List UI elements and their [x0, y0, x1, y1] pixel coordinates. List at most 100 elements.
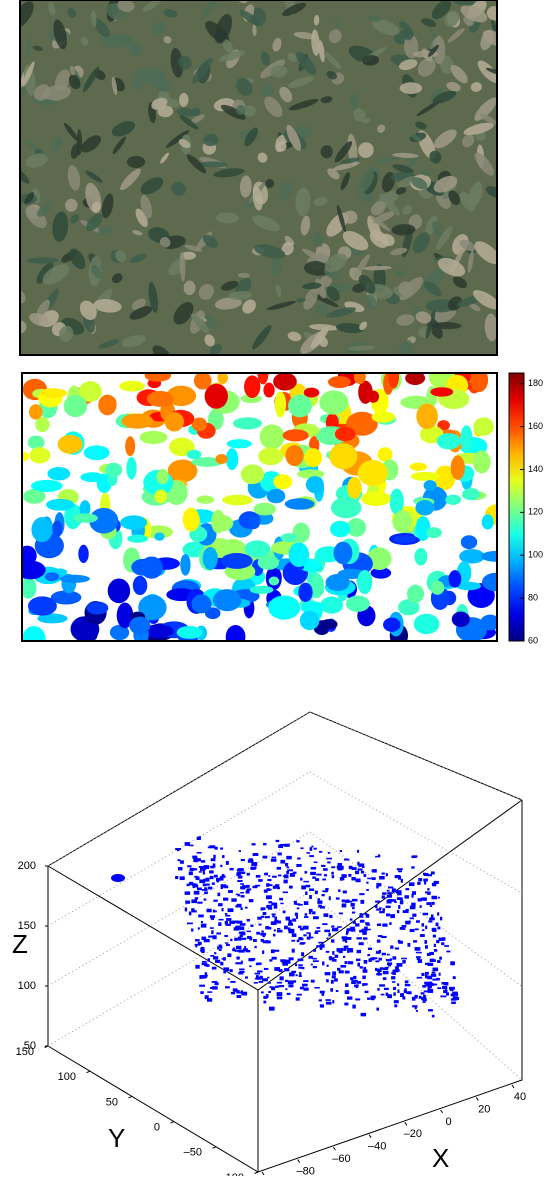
point	[210, 876, 214, 879]
point	[427, 888, 429, 890]
point	[436, 923, 439, 927]
point	[204, 899, 207, 901]
depth-blob	[414, 548, 427, 566]
point	[239, 850, 241, 852]
point	[231, 898, 236, 901]
point	[269, 1007, 275, 1011]
point	[431, 871, 435, 874]
point	[434, 944, 436, 947]
point	[322, 890, 328, 892]
point	[219, 919, 224, 921]
point	[199, 975, 202, 979]
depth-map	[8, 360, 510, 651]
point	[261, 991, 264, 993]
point	[361, 871, 364, 874]
colorbar-tick-label: 80	[528, 592, 538, 602]
point	[202, 937, 207, 940]
point	[421, 992, 425, 994]
point	[379, 911, 385, 913]
point	[236, 946, 241, 950]
point	[197, 858, 201, 861]
point	[223, 967, 229, 971]
point	[267, 905, 272, 907]
point	[383, 977, 387, 980]
point	[238, 950, 243, 953]
point	[416, 920, 420, 923]
depth-blob	[328, 376, 351, 388]
point	[362, 976, 365, 980]
point	[415, 947, 421, 951]
point	[284, 874, 288, 878]
point	[289, 886, 293, 889]
depth-blob	[84, 445, 110, 460]
point	[384, 988, 389, 990]
depth-blob	[31, 480, 63, 492]
point	[336, 897, 340, 899]
point	[361, 1013, 367, 1016]
point	[245, 907, 248, 909]
point	[283, 891, 288, 893]
point	[210, 927, 214, 929]
point	[326, 979, 329, 982]
point	[334, 978, 338, 981]
point	[400, 901, 404, 905]
point	[240, 923, 246, 926]
depth-blob	[215, 454, 227, 464]
point	[313, 966, 317, 968]
depth-blob	[393, 510, 413, 533]
point	[351, 877, 355, 880]
point	[420, 934, 425, 937]
yticks-label: –50	[184, 1147, 202, 1159]
point	[269, 986, 273, 988]
point	[212, 882, 215, 884]
depth-blob	[320, 619, 337, 629]
point	[260, 976, 263, 979]
point	[192, 856, 197, 859]
figure: Z Y X 608010012014016018050100150200–100…	[0, 0, 557, 1176]
point	[424, 982, 429, 985]
point	[377, 988, 379, 991]
yticks-label: 100	[58, 1071, 76, 1083]
point	[255, 973, 261, 975]
point	[300, 878, 302, 881]
depth-blob	[29, 404, 43, 419]
colorbar	[509, 373, 524, 641]
point	[378, 935, 383, 937]
point	[379, 984, 385, 986]
point	[205, 995, 209, 999]
depth-blob	[361, 491, 391, 506]
point	[300, 987, 304, 990]
depth-blob	[473, 417, 493, 435]
point	[206, 964, 209, 967]
point	[241, 908, 243, 911]
axes-box	[48, 712, 522, 1172]
point	[247, 873, 250, 876]
point	[268, 901, 272, 903]
point	[431, 896, 437, 900]
point	[185, 891, 190, 894]
point	[417, 958, 420, 960]
point	[211, 930, 213, 934]
depth-blob	[31, 517, 52, 542]
point	[412, 914, 416, 917]
point	[417, 882, 420, 885]
point	[368, 958, 371, 962]
point	[434, 881, 439, 884]
depth-blob	[481, 551, 510, 562]
point	[215, 960, 220, 963]
point	[297, 994, 302, 996]
point	[391, 972, 395, 974]
point	[298, 926, 301, 929]
depth-blob	[40, 388, 67, 398]
point	[396, 891, 399, 894]
point	[313, 960, 319, 962]
point	[329, 915, 332, 918]
point	[395, 947, 399, 949]
point	[212, 981, 218, 983]
depth-blob	[254, 503, 276, 516]
point	[197, 852, 202, 854]
point	[355, 923, 359, 926]
point	[387, 892, 392, 894]
xticks-tick	[298, 1160, 300, 1163]
point	[345, 983, 348, 987]
